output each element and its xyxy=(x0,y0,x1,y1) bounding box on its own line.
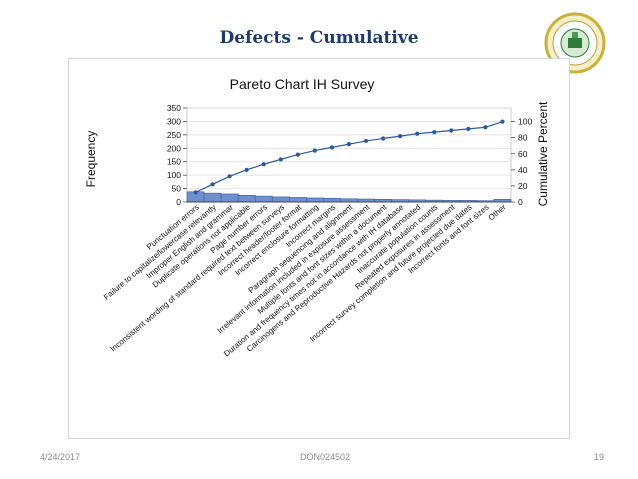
y2-tick-label: 100 xyxy=(518,117,532,127)
cumulative-point xyxy=(295,152,300,157)
cumulative-point xyxy=(210,182,215,187)
cumulative-point xyxy=(261,162,266,167)
x-tick-label: Other xyxy=(487,202,508,222)
cumulative-point xyxy=(329,145,335,150)
page-number: 19 xyxy=(594,452,605,462)
bar xyxy=(306,197,324,203)
y2-tick-label: 80 xyxy=(518,133,528,143)
cumulative-point xyxy=(193,190,198,195)
cumulative-point xyxy=(483,125,488,130)
cumulative-point xyxy=(363,138,369,144)
footer-code: DON024502 xyxy=(300,452,351,462)
bar xyxy=(220,193,239,203)
chart-frame: 0 50 100 150 200 250 300 350 0 20 40 60 80 100 Pareto… xyxy=(68,58,570,439)
footer-date: 4/24/2017 xyxy=(40,452,81,462)
bar xyxy=(203,192,222,203)
y2-tick-label: 40 xyxy=(518,165,528,175)
cumulative-point xyxy=(381,136,386,141)
y2-tick-label: 60 xyxy=(518,149,528,159)
y-tick-label: 300 xyxy=(167,116,181,126)
y-tick-label: 250 xyxy=(167,130,181,140)
y2-axis-label: Cumulative Percent xyxy=(536,101,550,206)
bar xyxy=(374,199,392,203)
cumulative-point xyxy=(398,134,403,139)
bar xyxy=(493,199,512,203)
y-tick-label: 100 xyxy=(167,170,181,180)
y2-tick-label: 0 xyxy=(518,197,523,207)
chart-title: Pareto Chart IH Survey xyxy=(230,76,375,92)
cumulative-point xyxy=(346,142,352,147)
y-axis-label: Frequency xyxy=(84,131,98,188)
cumulative-point xyxy=(244,167,249,172)
y-tick-label: 0 xyxy=(176,197,181,207)
bar xyxy=(254,195,273,203)
y-tick-label: 50 xyxy=(172,184,182,194)
bar xyxy=(340,198,358,203)
pareto-chart: 0 50 100 150 200 250 300 350 0 20 40 60 80 100 Pareto… xyxy=(84,76,550,358)
y-tick-label: 150 xyxy=(167,157,181,167)
cumulative-point xyxy=(449,128,454,133)
cumulative-point xyxy=(312,148,317,153)
cumulative-point xyxy=(278,157,283,162)
cumulative-point xyxy=(415,131,420,136)
plot-area xyxy=(186,107,512,203)
seal-logo-icon xyxy=(544,12,606,74)
bar xyxy=(323,197,341,203)
cumulative-point xyxy=(500,119,505,124)
slide-title: Defects - Cumulative xyxy=(219,28,419,48)
cumulative-point xyxy=(227,174,232,179)
y-tick-label: 350 xyxy=(167,103,181,113)
y2-tick-label: 20 xyxy=(518,181,528,191)
bar xyxy=(357,198,375,203)
cumulative-point xyxy=(432,130,437,135)
bar xyxy=(289,197,307,203)
bar xyxy=(237,194,256,203)
cumulative-point xyxy=(466,126,471,131)
bar xyxy=(271,196,290,203)
y-tick-label: 200 xyxy=(167,143,181,153)
